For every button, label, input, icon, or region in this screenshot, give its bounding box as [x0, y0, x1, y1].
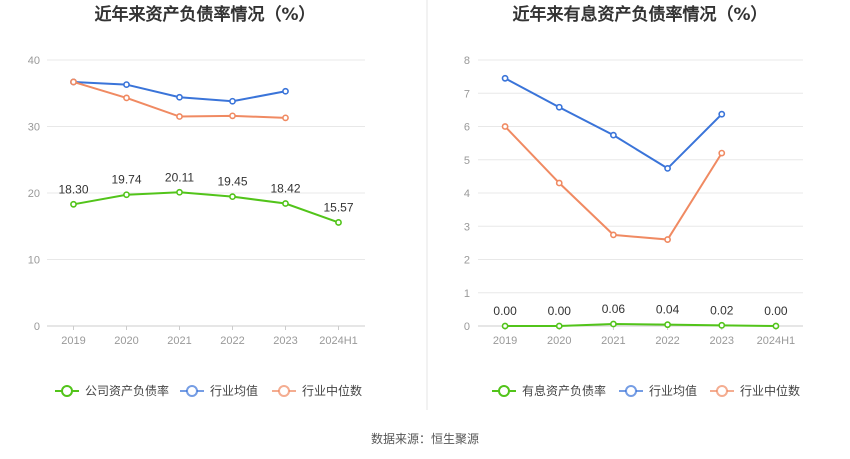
y-tick-label: 10 [28, 255, 40, 267]
data-point [176, 113, 183, 120]
legend-label: 行业中位数 [740, 383, 800, 398]
x-tick-label: 2023 [273, 335, 297, 347]
data-label: 18.30 [58, 182, 88, 196]
chart-panel-1: 近年来资产负债率情况（%） 0 10 20 30 40 2019 2020 2021 2022 20… [28, 4, 365, 398]
data-point [610, 131, 617, 139]
y-tick-label: 30 [28, 122, 40, 134]
x-tick-label: 2019 [61, 335, 85, 347]
y-tick-label: 20 [28, 188, 40, 200]
x-tick-label: 2023 [710, 335, 734, 347]
y-tick-label: 3 [464, 221, 470, 233]
data-point [501, 74, 509, 82]
legend-marker [278, 385, 290, 397]
x-tick-label: 2022 [220, 335, 244, 347]
data-point [229, 97, 236, 105]
data-label: 0.02 [710, 303, 734, 317]
data-point [123, 81, 130, 89]
data-point [610, 320, 617, 328]
x-tick-label: 2020 [547, 335, 571, 347]
y-tick-label: 7 [464, 88, 470, 100]
legend-marker [61, 385, 73, 397]
data-point [718, 321, 726, 329]
y-tick-label: 5 [464, 155, 470, 167]
data-label: 0.00 [493, 304, 517, 318]
data-label: 18.42 [270, 182, 300, 196]
data-point [123, 94, 130, 102]
data-point [335, 219, 342, 226]
legend-item: 行业中位数 [272, 383, 362, 398]
series-line [505, 323, 776, 327]
data-point [501, 123, 509, 130]
chart-title: 近年来有息资产负债率情况（%） [512, 4, 767, 25]
y-tick-label: 1 [464, 288, 470, 300]
x-tick-label: 2020 [114, 335, 138, 347]
legend-marker [186, 385, 198, 397]
data-point [718, 149, 726, 157]
x-tick-label: 2019 [493, 335, 517, 347]
data-point [229, 112, 236, 120]
data-label: 20.11 [165, 170, 194, 184]
data-point [555, 103, 563, 111]
data-point [718, 110, 726, 118]
data-label: 0.00 [548, 304, 572, 318]
data-point [123, 191, 130, 199]
data-point [282, 87, 289, 95]
data-label: 19.74 [111, 173, 141, 187]
data-point [501, 322, 509, 330]
legend-marker [716, 385, 728, 397]
series-line [504, 77, 723, 170]
y-tick-label: 0 [34, 321, 40, 333]
data-point [664, 321, 671, 329]
legend-label: 有息资产负债率 [522, 383, 606, 398]
data-source-note: 数据来源：恒生聚源 [370, 432, 479, 446]
chart-title: 近年来资产负债率情况（%） [94, 4, 315, 25]
data-point [772, 322, 780, 330]
data-point [229, 193, 236, 201]
legend-label: 行业均值 [649, 383, 697, 398]
data-point [555, 179, 563, 187]
legend-item: 行业均值 [180, 383, 258, 398]
y-tick-label: 40 [28, 55, 40, 67]
x-tick-label: 2022 [655, 335, 679, 347]
series-line [504, 125, 723, 241]
y-tick-label: 6 [464, 122, 470, 134]
data-point [176, 93, 183, 101]
series-line [73, 191, 339, 224]
y-tick-label: 8 [464, 55, 470, 67]
data-label: 0.06 [602, 302, 626, 316]
y-tick-label: 4 [464, 188, 470, 200]
data-label: 19.45 [217, 175, 247, 189]
legend-item: 公司资产负债率 [55, 383, 169, 398]
legend-marker [498, 385, 510, 397]
legend-item: 有息资产负债率 [492, 383, 606, 398]
data-point [70, 200, 77, 208]
data-point [610, 231, 617, 239]
data-point [282, 114, 289, 122]
legend-label: 行业均值 [210, 383, 258, 398]
legend-label: 行业中位数 [302, 383, 362, 398]
data-point [664, 236, 671, 243]
x-tick-label: 2024H1 [757, 335, 796, 347]
data-label: 0.00 [764, 304, 788, 318]
data-point [555, 322, 563, 330]
y-tick-label: 2 [464, 255, 470, 267]
x-tick-label: 2024H1 [319, 335, 358, 347]
y-tick-label: 0 [464, 321, 470, 333]
data-label: 15.57 [323, 200, 353, 214]
data-point [176, 188, 183, 196]
legend-marker [625, 385, 637, 397]
legend-item: 行业中位数 [710, 383, 800, 398]
chart-panel-2: 近年来有息资产负债率情况（%） 0 1 2 3 4 5 6 7 8 2019 2020 2021 2022… [464, 4, 803, 398]
data-point [664, 164, 671, 172]
x-tick-label: 2021 [167, 335, 191, 347]
data-label: 0.04 [656, 303, 680, 317]
x-tick-label: 2021 [601, 335, 625, 347]
data-point [70, 78, 77, 86]
data-point [282, 200, 289, 207]
legend-item: 行业均值 [619, 383, 697, 398]
legend-label: 公司资产负债率 [85, 383, 169, 398]
